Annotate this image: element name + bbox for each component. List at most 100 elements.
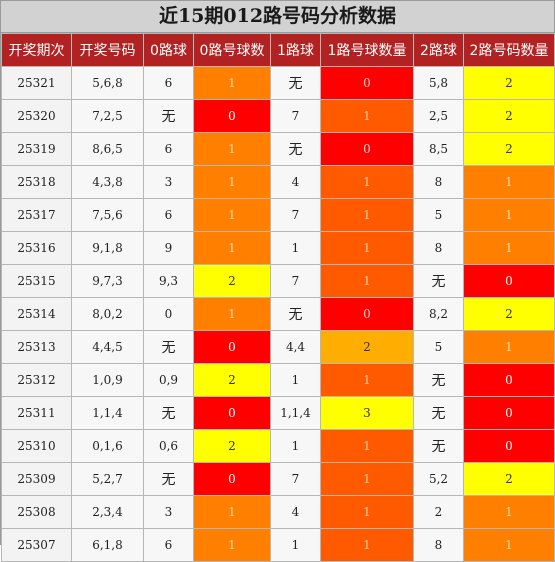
route1-count-cell: 3: [320, 396, 414, 430]
table-row: 25321 5,6,8 6 1 无 0 5,8 2: [1, 66, 555, 100]
numbers-cell: 7,2,5: [71, 99, 144, 133]
issue-cell: 25309: [1, 462, 72, 496]
route1-cell: 7: [270, 198, 321, 232]
table-row: 25317 7,5,6 6 1 7 1 5 1: [1, 198, 555, 232]
col-header-route2-count: 2路号码数量: [463, 33, 555, 67]
route0-cell: 6: [143, 132, 194, 166]
route1-count-cell: 1: [320, 495, 414, 529]
issue-cell: 25319: [1, 132, 72, 166]
numbers-cell: 2,3,4: [71, 495, 144, 529]
route1-count-cell: 1: [320, 363, 414, 397]
page-title: 近15期012路号码分析数据: [1, 1, 554, 33]
issue-cell: 25313: [1, 330, 72, 364]
route2-cell: 8,2: [413, 297, 464, 331]
route2-count-cell: 2: [463, 297, 555, 331]
route2-cell: 8: [413, 231, 464, 265]
numbers-cell: 8,0,2: [71, 297, 144, 331]
route0-count-cell: 0: [193, 396, 271, 430]
route2-count-cell: 1: [463, 495, 555, 529]
route1-count-cell: 0: [320, 132, 414, 166]
route0-count-cell: 0: [193, 330, 271, 364]
route1-count-cell: 0: [320, 297, 414, 331]
issue-cell: 25310: [1, 429, 72, 463]
route2-count-cell: 0: [463, 396, 555, 430]
route1-count-cell: 1: [320, 165, 414, 199]
route0-count-cell: 1: [193, 132, 271, 166]
numbers-cell: 5,2,7: [71, 462, 144, 496]
route1-count-cell: 1: [320, 231, 414, 265]
route0-count-cell: 1: [193, 231, 271, 265]
route1-count-cell: 1: [320, 99, 414, 133]
route2-count-cell: 0: [463, 363, 555, 397]
col-header-route1-count: 1路号球数量: [320, 33, 414, 67]
table-row: 25307 6,1,8 6 1 1 1 8 1: [1, 528, 555, 562]
route2-count-cell: 1: [463, 198, 555, 232]
route0-cell: 3: [143, 165, 194, 199]
route1-cell: 1: [270, 429, 321, 463]
route2-count-cell: 0: [463, 429, 555, 463]
col-header-route2: 2路球: [413, 33, 464, 67]
route2-cell: 5,8: [413, 66, 464, 100]
route0-cell: 9,3: [143, 264, 194, 298]
route2-count-cell: 2: [463, 462, 555, 496]
numbers-cell: 4,4,5: [71, 330, 144, 364]
route1-count-cell: 0: [320, 66, 414, 100]
route2-cell: 8: [413, 528, 464, 562]
issue-cell: 25317: [1, 198, 72, 232]
numbers-cell: 6,1,8: [71, 528, 144, 562]
table-row: 25319 8,6,5 6 1 无 0 8,5 2: [1, 132, 555, 166]
route1-cell: 7: [270, 99, 321, 133]
route0-count-cell: 1: [193, 66, 271, 100]
col-header-route0: 0路球: [143, 33, 194, 67]
route2-cell: 5: [413, 330, 464, 364]
route0-cell: 6: [143, 66, 194, 100]
issue-cell: 25311: [1, 396, 72, 430]
route1-cell: 无: [270, 66, 321, 100]
issue-cell: 25312: [1, 363, 72, 397]
route2-cell: 5: [413, 198, 464, 232]
issue-cell: 25315: [1, 264, 72, 298]
route0-cell: 6: [143, 198, 194, 232]
route2-cell: 无: [413, 264, 464, 298]
route0-count-cell: 1: [193, 297, 271, 331]
issue-cell: 25321: [1, 66, 72, 100]
numbers-cell: 7,5,6: [71, 198, 144, 232]
route0-count-cell: 2: [193, 429, 271, 463]
route1-cell: 4,4: [270, 330, 321, 364]
route1-cell: 7: [270, 264, 321, 298]
route2-cell: 5,2: [413, 462, 464, 496]
route1-count-cell: 1: [320, 429, 414, 463]
data-table: 开奖期次 开奖号码 0路球 0路号球数 1路球 1路号球数量 2路球 2路号码数…: [1, 33, 555, 562]
route2-cell: 2,5: [413, 99, 464, 133]
route2-count-cell: 0: [463, 264, 555, 298]
table-row: 25318 4,3,8 3 1 4 1 8 1: [1, 165, 555, 199]
route0-count-cell: 1: [193, 528, 271, 562]
route2-count-cell: 2: [463, 99, 555, 133]
table-row: 25313 4,4,5 无 0 4,4 2 5 1: [1, 330, 555, 364]
col-header-route0-count: 0路号球数: [193, 33, 271, 67]
issue-cell: 25318: [1, 165, 72, 199]
route0-cell: 3: [143, 495, 194, 529]
route0-cell: 0: [143, 297, 194, 331]
numbers-cell: 4,3,8: [71, 165, 144, 199]
route2-count-cell: 1: [463, 528, 555, 562]
issue-cell: 25320: [1, 99, 72, 133]
route2-count-cell: 1: [463, 231, 555, 265]
col-header-numbers: 开奖号码: [71, 33, 144, 67]
numbers-cell: 1,1,4: [71, 396, 144, 430]
route2-cell: 无: [413, 363, 464, 397]
route0-count-cell: 0: [193, 99, 271, 133]
route0-cell: 9: [143, 231, 194, 265]
table-row: 25311 1,1,4 无 0 1,1,4 3 无 0: [1, 396, 555, 430]
col-header-route1: 1路球: [270, 33, 321, 67]
table-body: 25321 5,6,8 6 1 无 0 5,8 2 25320 7,2,5 无 0 7 1 2,5 2 2531…: [1, 66, 555, 562]
route0-count-cell: 0: [193, 462, 271, 496]
numbers-cell: 8,6,5: [71, 132, 144, 166]
numbers-cell: 9,1,8: [71, 231, 144, 265]
table-row: 25309 5,2,7 无 0 7 1 5,2 2: [1, 462, 555, 496]
route1-cell: 无: [270, 297, 321, 331]
route1-cell: 7: [270, 462, 321, 496]
route2-count-cell: 2: [463, 66, 555, 100]
route2-cell: 无: [413, 429, 464, 463]
